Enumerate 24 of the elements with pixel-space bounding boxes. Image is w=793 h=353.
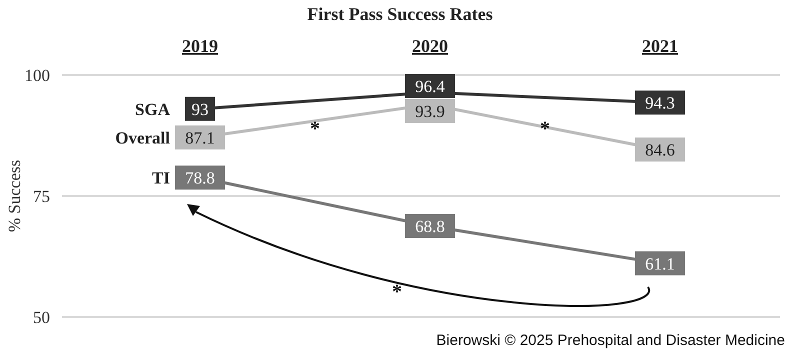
x-tick-label: 2021 xyxy=(642,36,678,56)
y-axis-title: % Success xyxy=(5,160,24,232)
chart-title: First Pass Success Rates xyxy=(307,4,493,24)
legend-label: Overall xyxy=(115,128,170,148)
x-tick-label: 2020 xyxy=(412,36,448,56)
series-label: SGA xyxy=(135,100,171,119)
x-tick-label: 2019 xyxy=(182,36,218,56)
y-tick-label: 100 xyxy=(24,66,50,85)
data-label: 93 xyxy=(192,100,208,119)
data-label: 87.1 xyxy=(185,128,215,148)
data-label: 94.3 xyxy=(645,94,675,113)
legend-label: TI xyxy=(152,168,170,188)
data-label: 61.1 xyxy=(645,254,675,274)
y-tick-label: 75 xyxy=(33,187,50,206)
data-label: 78.8 xyxy=(185,168,215,188)
data-label: 93.9 xyxy=(415,102,445,121)
annotation: * xyxy=(392,281,402,303)
y-tick-label: 50 xyxy=(33,308,50,327)
data-label: 68.8 xyxy=(415,217,445,236)
annotation: * xyxy=(540,118,550,140)
text: Bierowski © 2025 Prehospital and Disaster Medicine xyxy=(436,332,785,349)
annotation: * xyxy=(310,118,320,140)
data-label: 96.4 xyxy=(415,76,446,96)
data-label: 84.6 xyxy=(645,140,675,160)
